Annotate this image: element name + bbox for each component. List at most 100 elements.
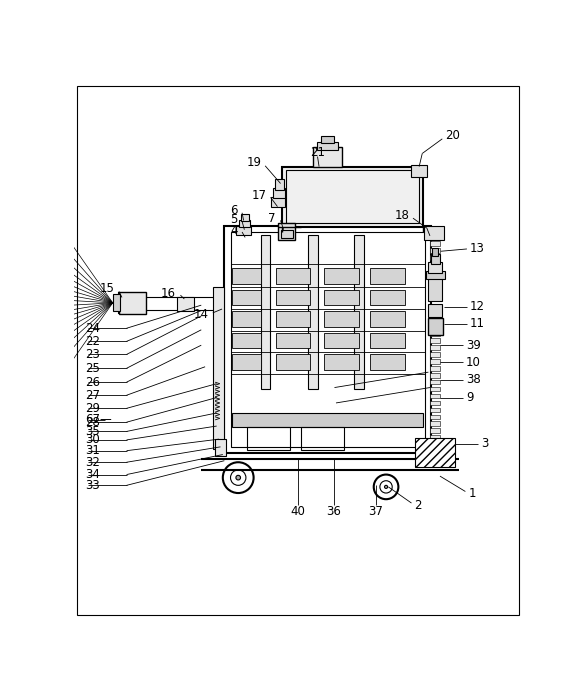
Text: 35: 35 — [85, 425, 100, 438]
Bar — [278, 223, 295, 240]
Bar — [113, 295, 120, 311]
Text: 10: 10 — [466, 356, 481, 368]
Bar — [370, 354, 405, 370]
Bar — [428, 318, 443, 335]
Circle shape — [385, 485, 388, 489]
Text: 30: 30 — [85, 434, 100, 446]
Text: 15: 15 — [100, 282, 114, 295]
Bar — [424, 226, 444, 240]
Bar — [430, 400, 440, 405]
Text: 9: 9 — [466, 391, 474, 404]
Bar — [430, 380, 440, 384]
Text: 16: 16 — [161, 287, 176, 300]
Bar — [232, 333, 261, 348]
Bar — [313, 147, 342, 167]
Text: 12: 12 — [470, 300, 485, 313]
Text: 28: 28 — [85, 416, 100, 429]
Bar — [239, 220, 250, 227]
Bar — [224, 226, 431, 453]
Bar — [430, 325, 440, 329]
Bar — [215, 439, 226, 456]
Bar — [430, 435, 440, 440]
Bar — [430, 269, 440, 274]
Bar — [428, 276, 442, 300]
Bar — [370, 290, 405, 305]
Bar — [426, 271, 445, 279]
Bar — [276, 333, 310, 348]
Bar — [236, 226, 251, 235]
Bar — [242, 214, 249, 221]
Text: 19: 19 — [247, 156, 262, 169]
Bar — [232, 290, 261, 305]
Bar — [276, 311, 310, 327]
Text: 37: 37 — [368, 505, 384, 518]
Bar — [430, 407, 440, 412]
Bar — [411, 165, 427, 177]
Bar — [428, 304, 442, 317]
Text: 13: 13 — [470, 243, 485, 256]
Text: 20: 20 — [445, 129, 460, 142]
Bar — [232, 268, 261, 284]
Text: 11: 11 — [470, 317, 485, 330]
Bar — [261, 235, 270, 389]
Bar — [430, 414, 440, 419]
Bar — [324, 290, 359, 305]
Bar — [430, 276, 440, 281]
Bar — [370, 333, 405, 348]
Bar — [230, 232, 424, 447]
Bar — [430, 262, 440, 267]
Bar — [430, 373, 440, 377]
Bar — [430, 318, 440, 322]
Bar — [430, 332, 440, 336]
Text: 23: 23 — [85, 348, 100, 361]
Bar — [276, 268, 310, 284]
Bar — [370, 311, 405, 327]
Bar — [430, 255, 440, 260]
Bar — [324, 268, 359, 284]
Bar — [430, 345, 440, 350]
Text: 17: 17 — [251, 188, 267, 202]
Bar — [430, 311, 440, 315]
Bar — [119, 292, 146, 313]
Bar — [176, 297, 194, 311]
Bar — [430, 283, 440, 288]
Bar — [430, 449, 440, 454]
Text: 3: 3 — [481, 437, 488, 450]
Bar — [273, 188, 285, 198]
Text: 21: 21 — [310, 146, 325, 159]
Bar — [416, 438, 455, 467]
Text: 24: 24 — [85, 322, 100, 335]
Bar — [430, 352, 440, 357]
Bar — [276, 290, 310, 305]
Bar — [430, 366, 440, 370]
Bar — [286, 170, 419, 223]
Text: 5: 5 — [230, 213, 237, 226]
Bar — [232, 354, 261, 370]
Bar — [430, 421, 440, 426]
Bar — [430, 241, 440, 246]
Bar — [431, 254, 440, 263]
Text: 33: 33 — [85, 479, 100, 492]
Bar — [430, 297, 440, 302]
Text: 1: 1 — [469, 487, 476, 500]
Bar — [324, 333, 359, 348]
Bar — [247, 427, 290, 450]
Text: 40: 40 — [290, 505, 305, 518]
Text: 39: 39 — [466, 338, 481, 352]
Bar — [271, 197, 285, 206]
Text: 22: 22 — [85, 335, 100, 348]
Text: 31: 31 — [85, 444, 100, 457]
Bar — [428, 262, 442, 273]
Bar — [276, 354, 310, 370]
Bar — [324, 354, 359, 370]
Bar — [430, 387, 440, 391]
Text: 27: 27 — [85, 389, 100, 402]
Bar — [430, 304, 440, 309]
Bar — [432, 248, 438, 256]
Text: 6: 6 — [230, 204, 237, 217]
Bar — [430, 442, 440, 447]
Bar — [354, 235, 364, 389]
Bar — [301, 427, 344, 450]
Text: 36: 36 — [327, 505, 341, 518]
Text: 25: 25 — [85, 362, 100, 375]
